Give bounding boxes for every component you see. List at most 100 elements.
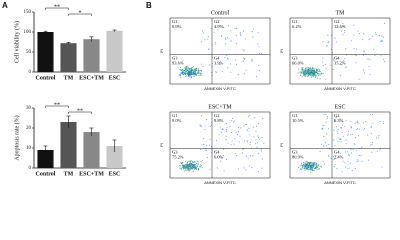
event-dot: [203, 32, 205, 34]
event-dot: [371, 35, 373, 37]
event-dot: [199, 164, 201, 166]
event-dot: [233, 143, 235, 145]
event-dot: [191, 169, 193, 171]
event-dot: [309, 66, 311, 68]
y-axis-label: PI: [159, 143, 164, 147]
x-axis-label: ANNEXIN V-FITC: [324, 180, 356, 185]
event-dot: [201, 30, 204, 32]
event-dot: [190, 71, 192, 74]
event-dot: [354, 168, 356, 170]
event-dot: [223, 148, 225, 150]
event-dot: [226, 37, 228, 39]
event-dot: [344, 125, 346, 127]
x-tick-label: Control: [36, 75, 56, 81]
event-dot: [320, 165, 322, 168]
event-dot: [303, 162, 305, 164]
event-dot: [191, 72, 193, 74]
event-dot: [306, 72, 308, 74]
event-dot: [184, 73, 186, 75]
event-dot: [323, 160, 325, 162]
event-dot: [194, 74, 196, 76]
event-dot: [216, 167, 218, 169]
event-dot: [180, 167, 182, 169]
event-dot: [310, 171, 312, 173]
event-dot: [301, 68, 303, 70]
event-dot: [332, 68, 334, 71]
event-dot: [180, 71, 182, 73]
event-dot: [182, 68, 184, 70]
event-dot: [198, 169, 200, 171]
event-dot: [187, 66, 190, 68]
event-dot: [312, 168, 314, 170]
event-dot: [303, 70, 306, 73]
event-dot: [355, 48, 358, 50]
event-dot: [181, 162, 183, 164]
event-dot: [185, 164, 187, 166]
event-dot: [194, 161, 196, 163]
event-dot: [178, 74, 180, 76]
event-dot: [320, 70, 322, 72]
event-dot: [358, 122, 360, 124]
event-dot: [327, 42, 329, 44]
event-dot: [256, 146, 258, 148]
event-dot: [306, 70, 308, 72]
event-dot: [342, 34, 344, 36]
event-dot: [335, 116, 337, 118]
event-dot: [368, 58, 370, 60]
event-dot: [376, 150, 378, 152]
event-dot: [354, 122, 356, 124]
event-dot: [225, 139, 227, 141]
event-dot: [204, 128, 206, 131]
event-dot: [302, 167, 304, 169]
event-dot: [305, 69, 308, 71]
event-dot: [299, 165, 301, 167]
event-dot: [347, 151, 349, 153]
event-dot: [239, 135, 241, 137]
event-dot: [196, 165, 198, 167]
event-dot: [306, 163, 308, 165]
event-dot: [194, 167, 196, 169]
bar: [106, 146, 123, 168]
y-axis-label: PI: [279, 49, 284, 53]
event-dot: [330, 64, 332, 66]
event-dot: [188, 74, 190, 76]
event-dot: [353, 34, 355, 36]
event-dot: [248, 128, 250, 130]
event-dot: [243, 125, 245, 127]
event-dot: [182, 168, 184, 170]
event-dot: [303, 71, 305, 73]
event-dot: [197, 164, 199, 166]
event-dot: [343, 60, 345, 62]
event-dot: [182, 167, 184, 169]
event-dot: [310, 165, 312, 167]
event-dot: [341, 64, 343, 66]
event-dot: [183, 72, 185, 74]
y-tick-label: 0: [29, 166, 32, 171]
event-dot: [341, 30, 343, 32]
event-dot: [258, 70, 261, 72]
event-dot: [318, 70, 320, 72]
event-dot: [308, 162, 311, 164]
event-dot: [188, 167, 190, 169]
x-tick-label: ESC+TM: [79, 75, 104, 81]
event-dot: [188, 164, 190, 166]
event-dot: [363, 128, 366, 130]
event-dot: [255, 143, 257, 145]
event-dot: [310, 164, 312, 166]
event-dot: [369, 73, 371, 75]
event-dot: [336, 130, 338, 132]
event-dot: [184, 169, 186, 171]
event-dot: [215, 139, 218, 141]
event-dot: [339, 74, 341, 76]
event-dot: [361, 160, 363, 162]
event-dot: [178, 165, 180, 167]
event-dot: [181, 71, 184, 73]
event-dot: [227, 67, 229, 69]
event-dot: [186, 69, 188, 71]
event-dot: [308, 68, 311, 70]
event-dot: [312, 163, 314, 165]
event-dot: [302, 67, 304, 69]
event-dot: [302, 164, 304, 166]
event-dot: [361, 146, 363, 148]
quadrant-name: G2: [334, 113, 340, 118]
